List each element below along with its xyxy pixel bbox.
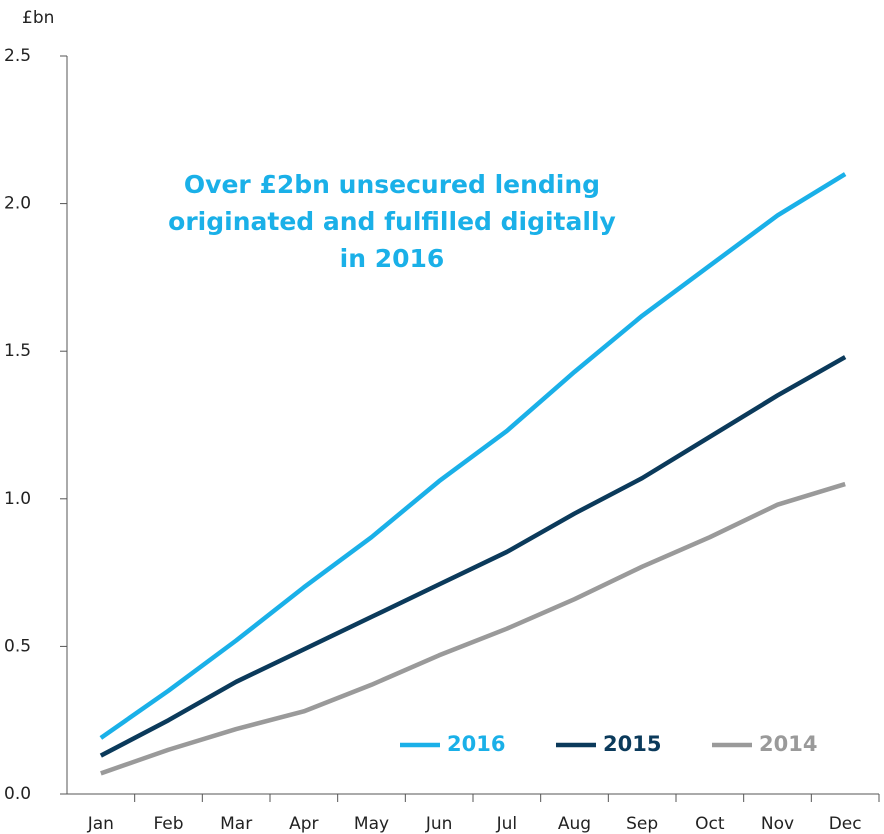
- x-tick-label: Oct: [695, 814, 725, 834]
- line-series: [99, 172, 847, 740]
- x-tick-label: Jul: [496, 814, 518, 834]
- x-tick-label: Jan: [87, 814, 114, 834]
- annotation: originated and fulfilled digitally: [168, 207, 616, 236]
- x-tick-label: Aug: [558, 814, 591, 834]
- annotation: Over £2bn unsecured lending: [184, 170, 600, 199]
- x-tick-label: Dec: [829, 814, 862, 834]
- x-tick-label: Sep: [626, 814, 658, 834]
- y-tick-label: 0.5: [4, 636, 31, 656]
- annotation: in 2016: [340, 244, 445, 273]
- legend-label: 2016: [447, 732, 505, 756]
- legend-label: 2014: [759, 732, 817, 756]
- y-tick-label: 0.0: [4, 784, 31, 804]
- x-tick-label: Feb: [153, 814, 183, 834]
- y-tick-label: 2.5: [4, 46, 31, 66]
- y-axis-label: £bn: [22, 8, 54, 28]
- y-tick-label: 1.5: [4, 341, 31, 361]
- line-series: [100, 481, 846, 776]
- x-tick-label: May: [354, 814, 389, 834]
- x-tick-label: Jun: [425, 814, 453, 834]
- y-tick-label: 1.0: [4, 489, 31, 509]
- x-tick-label: Apr: [289, 814, 318, 834]
- x-tick-label: Mar: [220, 814, 252, 834]
- x-tick-label: Nov: [761, 814, 794, 834]
- line-series: [99, 355, 847, 758]
- y-tick-label: 2.0: [4, 194, 31, 214]
- legend-label: 2015: [603, 732, 661, 756]
